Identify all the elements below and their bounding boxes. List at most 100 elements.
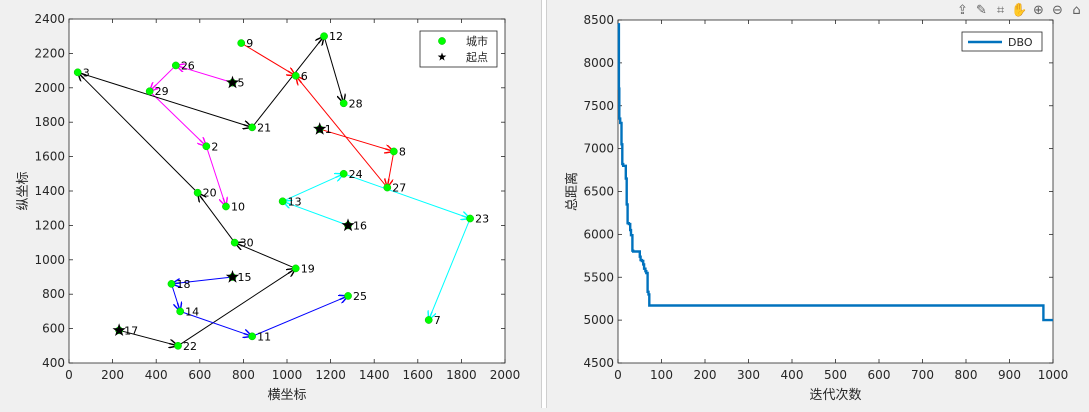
city-point bbox=[145, 87, 154, 96]
city-label: 24 bbox=[349, 168, 363, 181]
city-label: 9 bbox=[246, 37, 253, 50]
y-axis-label: 纵坐标 bbox=[16, 171, 31, 210]
route-segment bbox=[429, 218, 471, 320]
city-label: 23 bbox=[475, 213, 489, 226]
y-tick-label: 1800 bbox=[34, 115, 65, 129]
route-segment bbox=[319, 128, 394, 151]
y-tick-label: 7000 bbox=[583, 142, 614, 156]
start-point bbox=[225, 75, 240, 89]
x-tick-label: 1600 bbox=[403, 368, 434, 382]
x-tick-label: 600 bbox=[188, 368, 211, 382]
route-segment bbox=[323, 36, 344, 103]
y-tick-label: 800 bbox=[42, 287, 65, 301]
city-label: 27 bbox=[392, 182, 406, 195]
x-tick-label: 800 bbox=[232, 368, 255, 382]
city-point bbox=[383, 183, 392, 192]
x-tick-label: 2000 bbox=[490, 368, 521, 382]
y-tick-label: 5000 bbox=[583, 313, 614, 327]
city-label: 12 bbox=[329, 30, 343, 43]
city-point bbox=[167, 280, 176, 288]
route-segment bbox=[343, 173, 470, 219]
city-point bbox=[291, 71, 300, 80]
x-tick-label: 600 bbox=[868, 368, 891, 382]
city-point bbox=[339, 99, 348, 108]
city-label: 2 bbox=[211, 140, 218, 153]
y-tick-label: 1200 bbox=[34, 218, 65, 232]
route-map-chart: 0 200 400 600 800 1000 1200 1400 1600 1800 2000400… bbox=[16, 12, 521, 403]
axes-toolbar: ⇪ ✎ ⌗ ✋ ⊕ ⊖ ⌂ bbox=[954, 0, 1085, 20]
route-segment bbox=[235, 243, 296, 269]
city-label: 14 bbox=[185, 305, 199, 318]
route-segment bbox=[296, 76, 388, 188]
city-point bbox=[171, 61, 180, 70]
route-segment bbox=[177, 268, 296, 347]
x-axis-label: 迭代次数 bbox=[809, 387, 861, 403]
x-tick-label: 0 bbox=[65, 368, 73, 382]
series-line-dbo bbox=[617, 23, 1053, 322]
x-tick-label: 1800 bbox=[446, 368, 477, 382]
city-label: 11 bbox=[257, 330, 271, 343]
x-axis-label: 横坐标 bbox=[267, 388, 306, 403]
x-tick-label: 100 bbox=[650, 368, 673, 382]
y-tick-label: 4500 bbox=[583, 356, 614, 370]
city-point bbox=[291, 264, 300, 273]
city-point bbox=[202, 142, 211, 151]
start-point bbox=[225, 270, 240, 283]
x-tick-label: 1200 bbox=[315, 368, 346, 382]
x-tick-label: 200 bbox=[694, 368, 717, 382]
start-point bbox=[112, 323, 126, 336]
city-point bbox=[176, 307, 185, 316]
x-tick-label: 400 bbox=[781, 368, 804, 382]
home-icon[interactable]: ⌂ bbox=[1072, 2, 1081, 18]
route-segment bbox=[240, 42, 296, 76]
city-label: 5 bbox=[238, 77, 245, 90]
city-label: 28 bbox=[349, 97, 363, 110]
y-tick-label: 6000 bbox=[583, 227, 614, 241]
y-tick-label: 1000 bbox=[34, 253, 65, 267]
route-segment bbox=[176, 65, 233, 84]
y-tick-label: 600 bbox=[42, 322, 65, 336]
city-point bbox=[278, 197, 287, 206]
route-segment bbox=[119, 329, 178, 345]
route-segment bbox=[171, 276, 233, 284]
y-tick-label: 2400 bbox=[34, 12, 65, 26]
legend-box bbox=[419, 30, 498, 68]
city-point bbox=[174, 341, 182, 350]
legend-start-marker bbox=[437, 52, 447, 61]
zoom-out-icon[interactable]: ⊖ bbox=[1052, 2, 1063, 18]
x-tick-label: 500 bbox=[824, 368, 847, 382]
city-label: 26 bbox=[181, 59, 195, 72]
city-label: 13 bbox=[288, 195, 302, 208]
y-tick-label: 8500 bbox=[583, 13, 614, 27]
route-segment bbox=[180, 310, 252, 336]
brush-icon[interactable]: ✎ bbox=[976, 2, 987, 18]
city-label: 30 bbox=[240, 237, 254, 250]
city-label: 7 bbox=[434, 314, 441, 327]
datatip-icon[interactable]: ⌗ bbox=[996, 2, 1005, 18]
y-tick-label: 2000 bbox=[34, 81, 65, 95]
x-tick-label: 400 bbox=[145, 368, 168, 382]
panel-divider bbox=[541, 0, 547, 408]
city-point bbox=[389, 147, 398, 156]
y-tick-label: 7500 bbox=[583, 99, 614, 113]
city-label: 29 bbox=[155, 85, 169, 98]
city-point bbox=[230, 238, 239, 247]
pan-icon[interactable]: ✋ bbox=[1011, 2, 1028, 18]
route-map-panel: 0 200 400 600 800 1000 1200 1400 1600 1800 2000 400… bbox=[0, 0, 541, 408]
x-tick-label: 1000 bbox=[272, 368, 303, 382]
city-label: 22 bbox=[183, 340, 197, 353]
city-label: 10 bbox=[231, 200, 245, 213]
city-label: 15 bbox=[238, 271, 252, 284]
city-label: 20 bbox=[203, 187, 217, 200]
city-point bbox=[466, 214, 474, 223]
convergence-chart: 0 100 200 300 400 500 600 700 800 900 1000 4500 5000… bbox=[564, 13, 1068, 403]
route-segment bbox=[198, 193, 236, 243]
city-point bbox=[424, 316, 433, 324]
legend-dbo-label: DBO bbox=[1008, 36, 1033, 49]
export-icon[interactable]: ⇪ bbox=[957, 2, 968, 18]
x-tick-label: 200 bbox=[101, 368, 124, 382]
city-point bbox=[73, 68, 82, 77]
zoom-in-icon[interactable]: ⊕ bbox=[1033, 2, 1044, 18]
city-label: 16 bbox=[353, 219, 367, 232]
